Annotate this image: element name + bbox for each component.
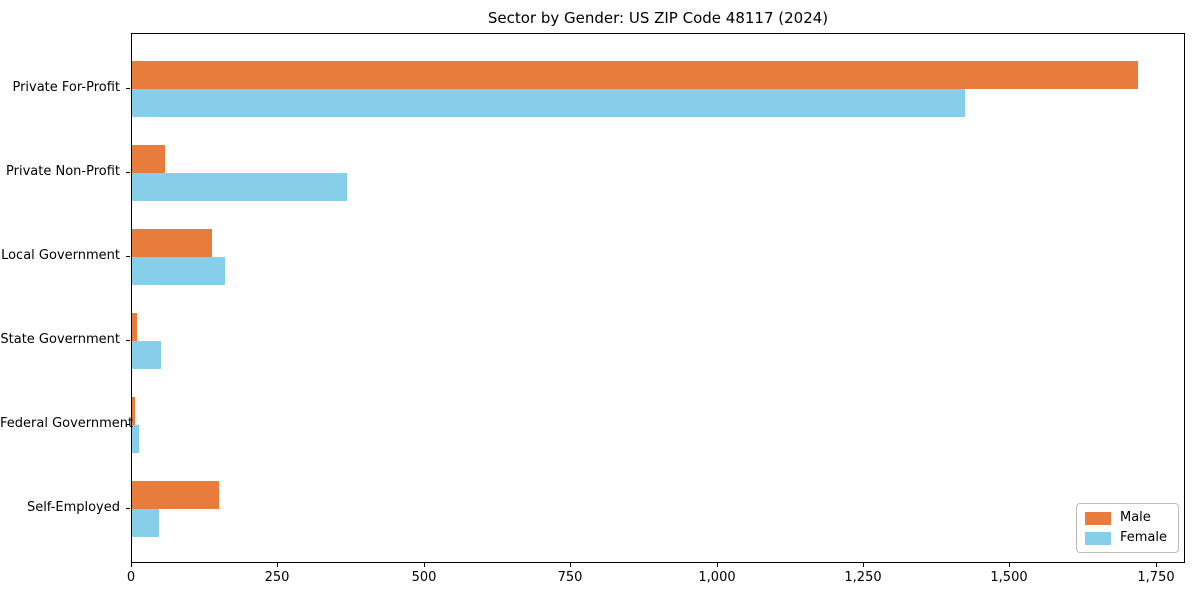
bar-female-state-government (132, 341, 161, 369)
legend-item-male: Male (1084, 510, 1167, 525)
legend-label-female: Female (1119, 530, 1167, 545)
bar-male-state-government (132, 313, 137, 341)
bar-male-private-non-profit (132, 145, 165, 173)
bar-male-private-for-profit (132, 61, 1138, 89)
bar-female-private-non-profit (132, 173, 347, 201)
y-label-private-non-profit: Private Non-Profit (6, 164, 120, 179)
bar-female-private-for-profit (132, 89, 965, 117)
x-label-0: 0 (126, 570, 136, 585)
x-label-1-750: 1,750 (1137, 570, 1175, 585)
x-label-250: 250 (264, 570, 290, 585)
x-tick (1156, 563, 1157, 567)
plot-area: Male Female (131, 33, 1185, 563)
bar-female-self-employed (132, 509, 159, 537)
bar-male-local-government (132, 229, 212, 257)
bar-male-self-employed (132, 481, 219, 509)
x-tick (424, 563, 425, 567)
x-tick (131, 563, 132, 567)
y-tick (126, 340, 130, 341)
x-label-1-250: 1,250 (844, 570, 882, 585)
x-tick (717, 563, 718, 567)
y-tick (126, 88, 130, 89)
legend-item-female: Female (1084, 530, 1167, 545)
legend-swatch-male (1084, 511, 1111, 525)
bar-female-local-government (132, 257, 225, 285)
x-tick (863, 563, 864, 567)
y-label-federal-government: Federal Government (0, 416, 134, 431)
y-label-state-government: State Government (0, 332, 120, 347)
bar-female-federal-government (132, 425, 139, 453)
y-label-private-for-profit: Private For-Profit (12, 80, 120, 95)
x-tick (277, 563, 278, 567)
y-tick (126, 172, 130, 173)
x-label-1-000: 1,000 (698, 570, 736, 585)
legend-swatch-female (1084, 531, 1111, 545)
x-label-750: 750 (557, 570, 583, 585)
legend: Male Female (1075, 503, 1179, 553)
bar-male-federal-government (132, 397, 135, 425)
y-tick (126, 424, 130, 425)
x-label-500: 500 (411, 570, 437, 585)
x-tick (570, 563, 571, 567)
y-tick (126, 508, 130, 509)
y-tick (126, 256, 130, 257)
legend-label-male: Male (1119, 510, 1151, 525)
x-tick (1009, 563, 1010, 567)
y-label-local-government: Local Government (1, 248, 120, 263)
y-label-self-employed: Self-Employed (26, 500, 120, 515)
x-label-1-500: 1,500 (990, 570, 1028, 585)
chart-title: Sector by Gender: US ZIP Code 48117 (202… (487, 9, 829, 27)
